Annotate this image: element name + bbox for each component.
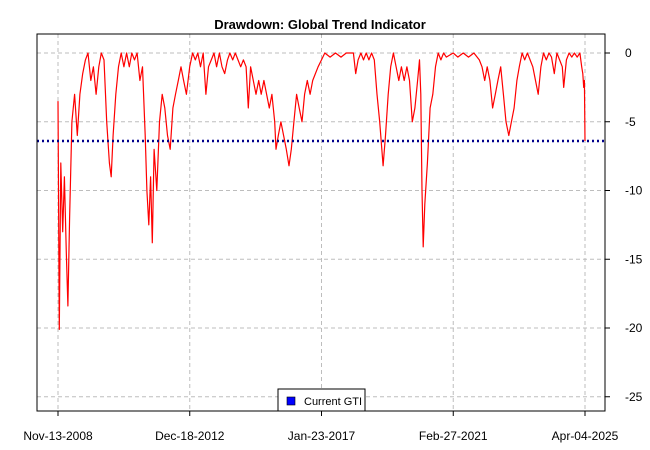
- x-tick-label: Apr-04-2025: [552, 429, 619, 443]
- drawdown-line: [57, 52, 586, 330]
- x-tick-label: Dec-18-2012: [155, 429, 225, 443]
- x-tick-label: Nov-13-2008: [23, 429, 93, 443]
- x-axis: Nov-13-2008 Dec-18-2012 Jan-23-2017 Feb-27-…: [23, 411, 619, 443]
- legend: Current GTI: [277, 388, 366, 412]
- series-layer: [57, 52, 586, 330]
- x-tick-label: Jan-23-2017: [288, 429, 356, 443]
- y-tick-label: -10: [625, 184, 643, 198]
- x-tick-label: Feb-27-2021: [419, 429, 488, 443]
- legend-label: Current GTI: [304, 396, 362, 408]
- legend-swatch: [286, 396, 296, 406]
- y-tick-label: -15: [625, 252, 643, 266]
- y-tick-label: -20: [625, 321, 643, 335]
- y-tick-label: -25: [625, 390, 643, 404]
- legend-box: [277, 388, 366, 412]
- grid: [37, 34, 605, 411]
- y-tick-label: -5: [625, 115, 636, 129]
- y-tick-label: 0: [625, 46, 632, 60]
- chart-title: Drawdown: Global Trend Indicator: [214, 17, 426, 32]
- y-axis: 0 -5 -10 -15 -20 -25: [605, 46, 643, 404]
